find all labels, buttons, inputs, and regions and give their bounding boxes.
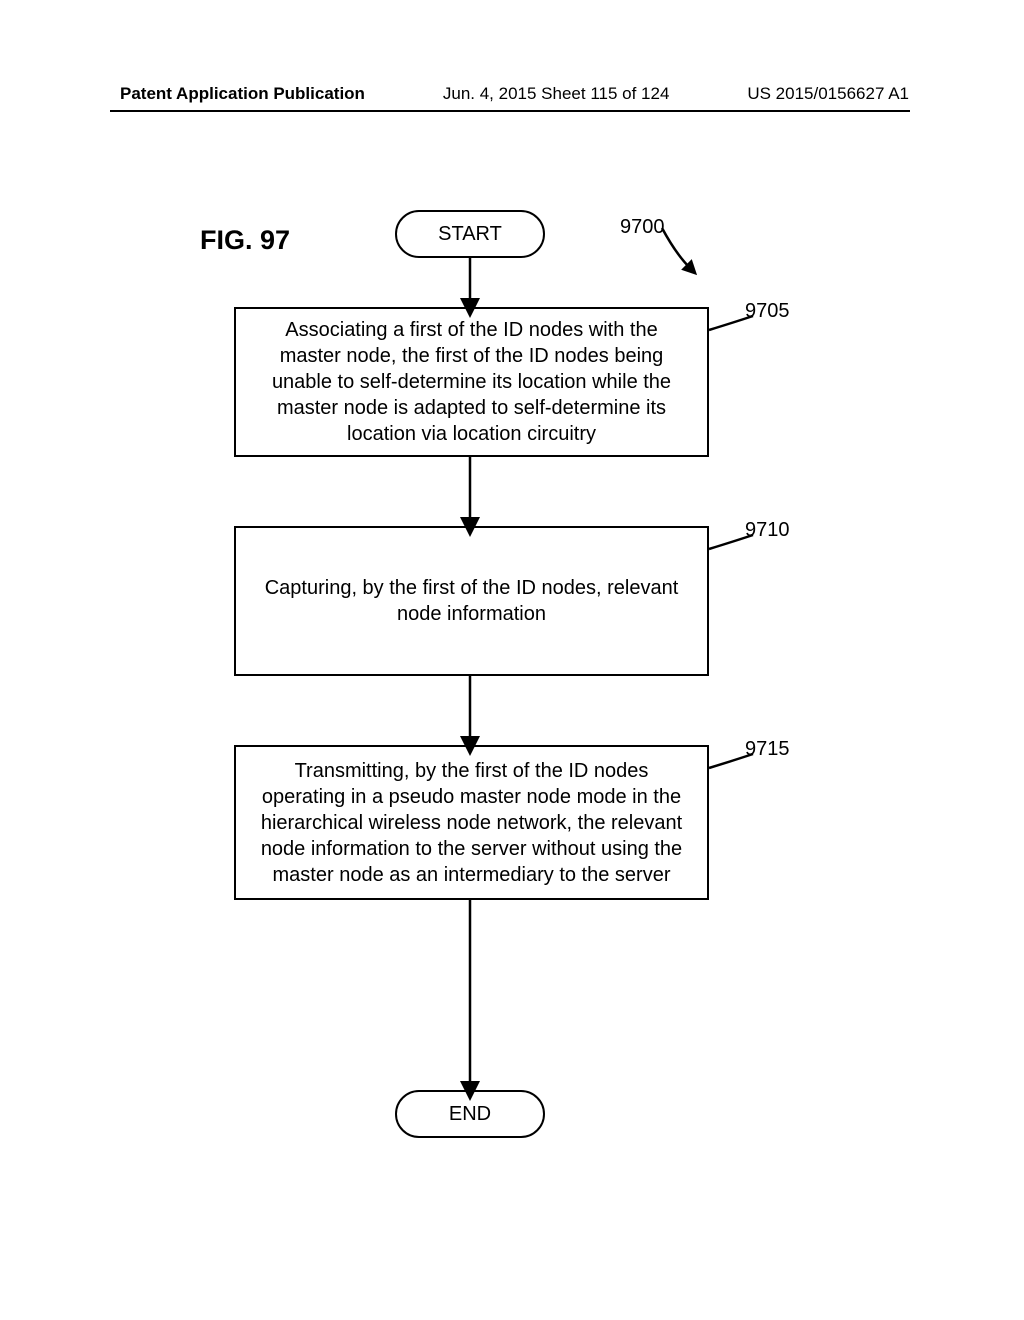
page-header: Patent Application Publication Jun. 4, 2…	[0, 84, 1024, 104]
process-step-3: Transmitting, by the first of the ID nod…	[234, 745, 709, 900]
ref-label-main: 9700	[620, 216, 665, 239]
header-rule	[110, 110, 910, 112]
end-terminator: END	[395, 1090, 545, 1138]
header-right: US 2015/0156627 A1	[747, 84, 909, 104]
page: Patent Application Publication Jun. 4, 2…	[0, 0, 1024, 1320]
figure-label: FIG. 97	[200, 225, 290, 256]
process-step-2: Capturing, by the first of the ID nodes,…	[234, 526, 709, 676]
ref-label-3: 9715	[745, 738, 790, 761]
start-terminator: START	[395, 210, 545, 258]
header-left: Patent Application Publication	[120, 84, 365, 104]
process-step-1: Associating a first of the ID nodes with…	[234, 307, 709, 457]
ref-label-2: 9710	[745, 519, 790, 542]
ref-label-1: 9705	[745, 300, 790, 323]
header-center: Jun. 4, 2015 Sheet 115 of 124	[443, 84, 670, 104]
